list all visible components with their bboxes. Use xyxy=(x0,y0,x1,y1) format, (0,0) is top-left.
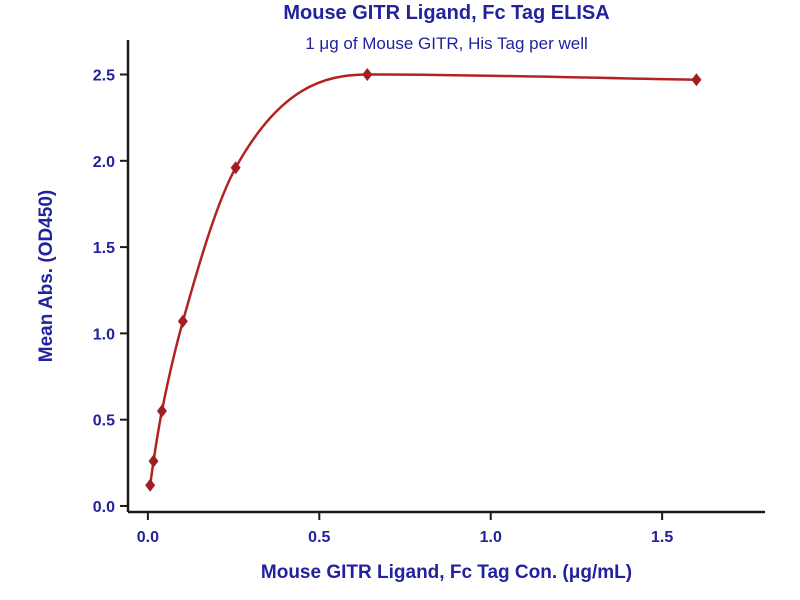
y-tick-label: 0.0 xyxy=(93,499,115,516)
y-tick-label: 2.0 xyxy=(93,154,115,171)
chart-subtitle: 1 μg of Mouse GITR, His Tag per well xyxy=(305,34,588,53)
x-tick-label: 0.5 xyxy=(308,529,330,546)
x-tick-label: 1.5 xyxy=(651,529,673,546)
data-point xyxy=(691,73,702,87)
data-point xyxy=(362,68,373,82)
data-point xyxy=(156,404,167,418)
data-point xyxy=(177,314,188,328)
x-axis-label: Mouse GITR Ligand, Fc Tag Con. (μg/mL) xyxy=(260,562,633,583)
data-point xyxy=(148,454,159,468)
y-tick-label: 0.5 xyxy=(93,413,115,430)
x-tick-label: 0.0 xyxy=(137,529,159,546)
y-tick-label: 2.5 xyxy=(93,68,115,85)
y-tick-label: 1.0 xyxy=(93,326,115,343)
y-tick-label: 1.5 xyxy=(93,240,115,257)
data-point xyxy=(145,478,156,492)
x-tick-label: 1.0 xyxy=(480,529,502,546)
fit-curve xyxy=(148,73,698,487)
chart-title: Mouse GITR Ligand, Fc Tag ELISA xyxy=(283,2,610,24)
data-point xyxy=(230,161,241,175)
